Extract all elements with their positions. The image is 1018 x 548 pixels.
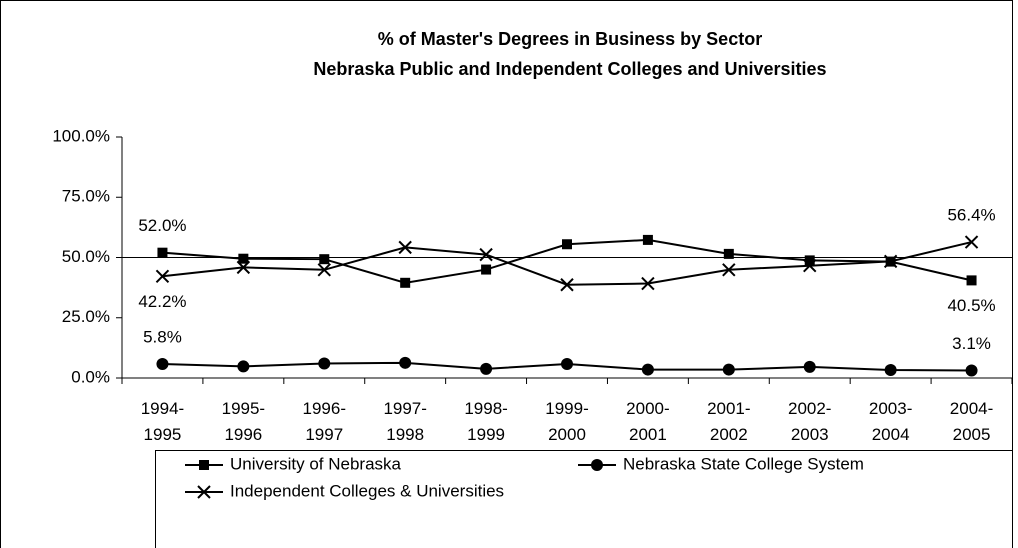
marker [884,364,897,377]
marker [480,362,493,375]
data-label: 52.0% [138,216,186,235]
y-tick-label: 0.0% [71,367,110,386]
x-tick-label-line: 2004 [872,425,910,444]
y-tick-label: 100.0% [52,126,110,145]
x-tick-label-line: 1997 [305,425,343,444]
legend-label: Independent Colleges & Universities [230,481,504,500]
x-tick-label-line: 1998- [464,399,507,418]
marker [197,485,211,499]
legend-box [155,450,1013,548]
data-label: 56.4% [947,206,995,225]
marker [883,254,898,269]
marker [319,254,330,265]
y-tick-label: 25.0% [62,307,110,326]
marker [591,459,603,471]
x-tick-label-line: 1995- [222,399,265,418]
x-tick-label-line: 1994- [141,399,184,418]
x-tick-label-line: 2005 [953,425,991,444]
x-tick-label-line: 2000 [548,425,586,444]
marker [562,239,572,250]
x-tick-label: 2000- 2001 [626,399,669,444]
x-tick-label: 1998- 1999 [464,399,507,444]
legend-label: University of Nebraska [230,454,402,473]
x-tick-label: 2003- 2004 [869,399,912,444]
marker [642,234,653,245]
marker [641,363,654,376]
x-tick-label-line: 2001- [707,399,750,418]
data-label: 40.5% [947,296,995,315]
marker [237,360,250,373]
marker [400,277,411,288]
marker [722,363,735,376]
marker [641,276,655,291]
data-label: 5.8% [143,328,182,347]
chart-title: Nebraska Public and Independent Colleges… [313,59,826,79]
x-tick-label-line: 2003 [791,425,829,444]
legend-label: Nebraska State College System [623,454,864,473]
x-tick-label: 1994- 1995 [141,399,184,444]
x-tick-label: 2001- 2002 [707,399,750,444]
marker [722,263,736,277]
marker [399,356,412,369]
marker [561,358,573,371]
marker [238,253,249,264]
x-tick-label: 1995- 1996 [222,399,265,444]
x-tick-label-line: 2000- [626,399,669,418]
x-tick-label-line: 2002 [710,425,748,444]
marker [155,269,170,284]
marker [481,264,492,275]
marker [479,247,493,262]
marker [965,364,978,377]
marker [804,255,815,266]
marker [157,247,168,258]
y-tick-label: 75.0% [62,187,110,206]
x-tick-label-line: 2004- [950,399,993,418]
data-label: 3.1% [952,334,991,353]
marker [318,357,331,370]
x-tick-label-line: 2002- [788,399,831,418]
marker [803,258,817,273]
y-tick-label: 50.0% [62,247,110,266]
chart-title: % of Master's Degrees in Business by Sec… [378,29,762,49]
x-tick-label-line: 1999 [467,425,505,444]
data-label: 42.2% [138,292,186,311]
x-tick-label-line: 1996- [303,399,346,418]
marker [317,263,331,277]
x-tick-label-line: 1997- [383,399,426,418]
x-tick-label: 1997- 1998 [383,399,426,444]
marker [236,260,251,275]
x-tick-label-line: 1998 [386,425,424,444]
marker [803,360,816,373]
marker [560,278,574,292]
marker [199,460,209,470]
x-tick-label-line: 1996 [224,425,262,444]
marker [156,358,169,371]
x-tick-label: 2004- 2005 [950,399,993,444]
x-tick-label-line: 1999- [545,399,588,418]
marker [964,235,979,249]
x-tick-label: 2002- 2003 [788,399,831,444]
x-tick-label: 1996- 1997 [303,399,346,444]
marker [723,248,734,259]
marker [966,275,977,286]
x-tick-label: 1999- 2000 [545,399,588,444]
x-tick-label-line: 2003- [869,399,912,418]
x-tick-label-line: 2001 [629,425,667,444]
x-tick-label-line: 1995 [144,425,182,444]
marker [398,240,412,255]
